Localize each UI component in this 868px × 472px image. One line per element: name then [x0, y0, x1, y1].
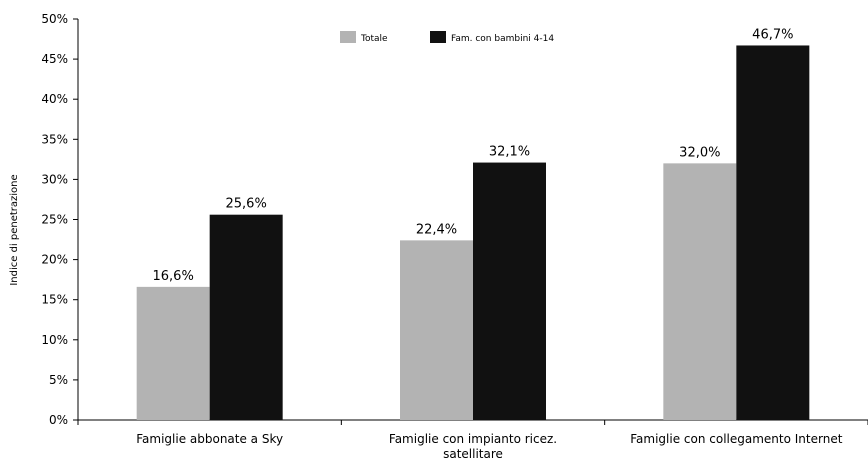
legend-label: Fam. con bambini 4-14: [451, 34, 554, 44]
y-axis-label: Indice di penetrazione: [9, 174, 20, 285]
y-tick-label: 30%: [41, 172, 68, 186]
y-tick-label: 5%: [49, 373, 68, 387]
legend-swatch: [430, 31, 446, 43]
data-label: 32,0%: [679, 145, 720, 160]
y-tick-label: 50%: [41, 12, 68, 26]
x-category-label: satellitare: [443, 447, 503, 461]
y-tick-label: 25%: [41, 213, 68, 227]
y-tick-label: 20%: [41, 253, 68, 267]
bars: 16,6% 25,6% 22,4% 32,1% 32,0% 46,7%: [136, 27, 810, 421]
x-category-label: Famiglie con collegamento Internet: [630, 432, 842, 446]
data-label: 25,6%: [226, 197, 267, 212]
y-tick-label: 0%: [49, 413, 68, 427]
legend: Totale Fam. con bambini 4-14: [340, 31, 554, 44]
y-tick-label: 45%: [41, 52, 68, 66]
y-tick-label: 10%: [41, 333, 68, 347]
y-tick-label: 40%: [41, 92, 68, 106]
y-tick-label: 15%: [41, 293, 68, 307]
bar-totale: [400, 240, 473, 420]
legend-swatch: [340, 31, 356, 43]
bar-fam-bambini: [473, 162, 546, 421]
x-category-label: Famiglie abbonate a Sky: [136, 432, 283, 446]
x-category-label: Famiglie con impianto ricez.: [389, 432, 557, 446]
axes: 0% 5% 10% 15% 20% 25% 30% 35% 40% 45% 50% Famiglie …: [41, 12, 868, 461]
bar-fam-bambini: [736, 45, 810, 420]
legend-label: Totale: [360, 34, 388, 44]
data-label: 16,6%: [153, 269, 194, 284]
bar-fam-bambini: [209, 214, 283, 420]
data-label: 46,7%: [752, 27, 793, 42]
bar-totale: [663, 163, 737, 421]
data-label: 22,4%: [416, 222, 457, 237]
data-label: 32,1%: [489, 145, 530, 160]
bar-totale: [136, 286, 210, 420]
y-tick-label: 35%: [41, 132, 68, 146]
